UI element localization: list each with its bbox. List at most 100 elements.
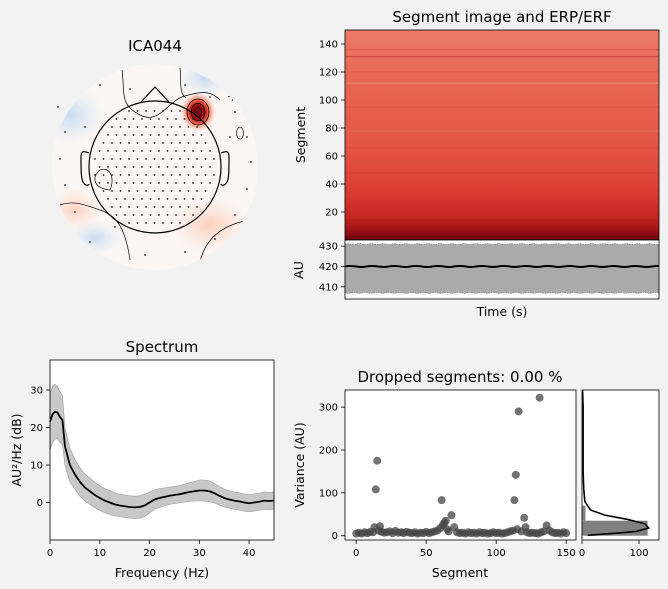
erp-ytick-label: 430 [319, 242, 338, 253]
sensor-dot [192, 214, 194, 216]
topomap [35, 56, 258, 270]
sensor-dot [107, 150, 109, 152]
sensor-dot [171, 158, 173, 160]
sensor-dot [188, 142, 190, 144]
sensor-dot [133, 198, 135, 200]
sensor-dot [107, 182, 109, 184]
sensor-dot [171, 206, 173, 208]
sensor-dot [179, 158, 181, 160]
sensor-dot [205, 158, 207, 160]
sensor-dot [120, 190, 122, 192]
sensor-dot [150, 198, 152, 200]
erp-xlabel: Time (s) [476, 304, 528, 319]
segment-ytick-label: 120 [319, 68, 338, 79]
sensor-dot [162, 174, 164, 176]
sensor-dot [229, 136, 231, 138]
sensor-dot [124, 182, 126, 184]
sensor-dot [171, 110, 173, 112]
sensor-dot [133, 182, 135, 184]
spectrum-ytick-label: 0 [37, 498, 43, 509]
sensor-dot [192, 166, 194, 168]
sensor-dot [158, 182, 160, 184]
sensor-dot [209, 150, 211, 152]
segment-row-stripe [345, 220, 659, 221]
sensor-dot [154, 110, 156, 112]
sensor-dot [188, 174, 190, 176]
sensor-dot [150, 150, 152, 152]
spectrum-ytick-label: 30 [30, 386, 43, 397]
sensor-dot [99, 182, 101, 184]
segment-ytick-label: 100 [319, 96, 338, 107]
sensor-dot [162, 142, 164, 144]
sensor-dot [184, 251, 186, 253]
sensor-dot [167, 214, 169, 216]
segment-y-axis: 20406080100120140 [319, 40, 345, 219]
erp-y-axis: 410420430 [319, 242, 345, 294]
sensor-dot [150, 166, 152, 168]
sensor-dot [184, 214, 186, 216]
sensor-dot [124, 150, 126, 152]
topomap-negative-region [35, 85, 105, 145]
sensor-dot [103, 158, 105, 160]
sensor-dot [137, 222, 139, 224]
sensor-dot [188, 190, 190, 192]
sensor-dot [234, 111, 236, 113]
sensor-dot [162, 158, 164, 160]
segment-row-stripe [345, 56, 659, 57]
sensor-dot [167, 182, 169, 184]
sensor-dot [145, 206, 147, 208]
sensor-dot [192, 150, 194, 152]
sensor-dot [154, 206, 156, 208]
sensor-dot [128, 174, 130, 176]
segment-ytick-label: 60 [325, 152, 338, 163]
variance-ytick-label: 100 [319, 488, 338, 499]
sensor-dot [150, 118, 152, 120]
topomap-peak [180, 92, 216, 132]
variance-point [372, 485, 380, 493]
segment-row-stripe [345, 130, 659, 131]
sensor-dot [141, 134, 143, 136]
sensor-dot [111, 206, 113, 208]
sensor-dot [162, 206, 164, 208]
sensor-dot [196, 206, 198, 208]
sensor-dot [171, 190, 173, 192]
sensor-dot [128, 206, 130, 208]
sensor-dot [201, 166, 203, 168]
segment-ytick-label: 80 [325, 124, 338, 135]
sensor-dot [99, 150, 101, 152]
sensor-dot [171, 126, 173, 128]
erp-variance-band [345, 243, 659, 293]
sensor-dot [133, 150, 135, 152]
sensor-dot [116, 198, 118, 200]
sensor-dot [162, 222, 164, 224]
variance-point [447, 511, 455, 519]
sensor-dot [246, 136, 248, 138]
variance-xtick-label: 50 [420, 548, 433, 559]
segment-row-stripe [345, 192, 659, 193]
variance-ytick-label: 300 [319, 403, 338, 414]
segment-ytick-label: 140 [319, 40, 338, 51]
topomap-positive-region [170, 197, 250, 253]
topomap-title: ICA044 [128, 37, 182, 55]
sensor-dot [196, 126, 198, 128]
sensor-dot [59, 158, 61, 160]
sensor-dot [120, 174, 122, 176]
sensor-dot [116, 150, 118, 152]
sensor-dot [103, 174, 105, 176]
sensor-dot [175, 134, 177, 136]
sensor-dot [154, 190, 156, 192]
sensor-dot [107, 166, 109, 168]
sensor-dot [137, 190, 139, 192]
sensor-dot [137, 126, 139, 128]
sensor-dot [114, 226, 116, 228]
sensor-dot [179, 174, 181, 176]
sensor-dot [184, 84, 186, 86]
sensor-dot [209, 166, 211, 168]
sensor-dot [184, 198, 186, 200]
sensor-dot [133, 166, 135, 168]
sensor-dot [89, 241, 91, 243]
sensor-dot [184, 134, 186, 136]
sensor-dot [116, 182, 118, 184]
spectrum-title: Spectrum [126, 338, 199, 356]
histogram-bar [582, 506, 585, 521]
